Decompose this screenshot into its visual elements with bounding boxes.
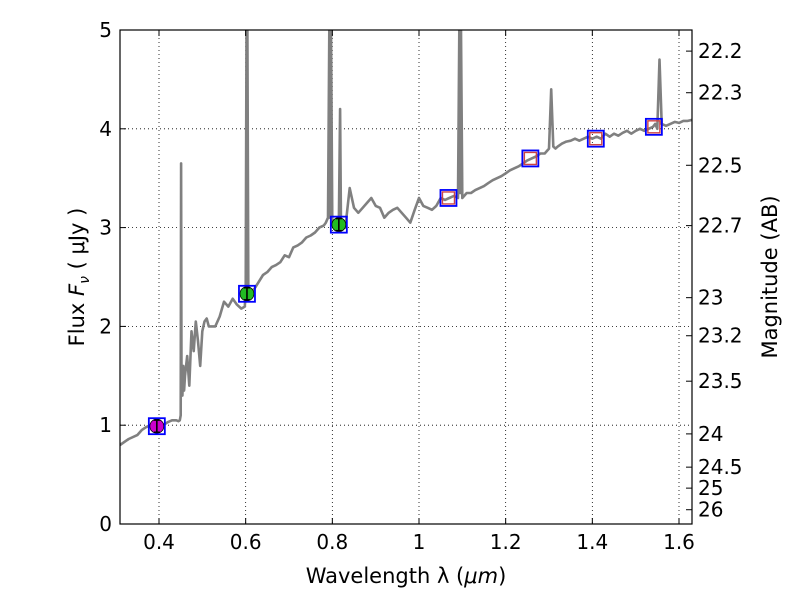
photometry-point	[147, 417, 166, 436]
x-tick-label: 1.2	[490, 530, 522, 554]
y2-tick-label: 24	[698, 422, 723, 446]
y-tick-label: 2	[99, 314, 112, 338]
photometry-point	[586, 129, 605, 148]
y2-tick-label: 25	[698, 476, 723, 500]
photometry-point	[238, 284, 256, 303]
model-band-square	[329, 215, 348, 234]
x-tick-label: 1.6	[663, 530, 695, 554]
y2-tick-label: 22.2	[698, 39, 743, 63]
y2-tick-label: 26	[698, 498, 723, 522]
x-axis-label: Wavelength λ (μm)	[306, 564, 507, 588]
grid-lines	[120, 30, 692, 524]
x-axis-ticks: 0.4 0.6 0.8 1 1.2 1.4 1.6	[143, 30, 695, 554]
y2-tick-label: 22.3	[698, 81, 743, 105]
y2-tick-label: 23.2	[698, 324, 743, 348]
y2-tick-label: 23.5	[698, 369, 743, 393]
upper-limit-marker	[441, 191, 456, 205]
spectrum-series	[120, 30, 692, 447]
x-tick-label: 0.8	[316, 530, 348, 554]
y2-tick-label: 22.7	[698, 214, 743, 238]
model-band-square	[147, 417, 166, 436]
model-band-square	[586, 129, 605, 148]
upper-limit-marker	[647, 120, 661, 134]
y-tick-label: 1	[99, 413, 112, 437]
y-tick-label: 5	[99, 18, 112, 42]
y-axis-ticks: 0 1 2 3 4 5	[99, 18, 126, 536]
y-axis-label: Flux Fν ( μJy )	[65, 208, 93, 347]
photometry-markers	[147, 117, 663, 436]
y-tick-label: 0	[99, 512, 112, 536]
photometry-point	[439, 189, 458, 207]
model-band-square	[644, 117, 663, 136]
x-tick-label: 1.4	[576, 530, 608, 554]
x-tick-label: 0.4	[143, 530, 175, 554]
x-tick-label: 1	[413, 530, 426, 554]
model-band-square	[521, 149, 540, 168]
upper-limit-marker	[523, 151, 538, 166]
spectrum-line	[120, 30, 692, 447]
model-band-square	[439, 189, 458, 207]
model-band-square	[238, 284, 256, 303]
upper-limit-marker	[589, 131, 603, 146]
y2-tick-label: 22.5	[698, 153, 743, 177]
y2-tick-label: 24.5	[698, 455, 743, 479]
photometry-point	[644, 117, 663, 136]
photometry-point	[521, 149, 540, 168]
photometry-point	[329, 215, 348, 234]
y-tick-label: 4	[99, 117, 112, 141]
y2-axis-label: Magnitude (AB)	[758, 195, 782, 358]
x-tick-label: 0.6	[230, 530, 262, 554]
y-tick-label: 3	[99, 216, 112, 240]
plot-frame	[119, 29, 693, 525]
y2-tick-label: 23	[698, 286, 723, 310]
